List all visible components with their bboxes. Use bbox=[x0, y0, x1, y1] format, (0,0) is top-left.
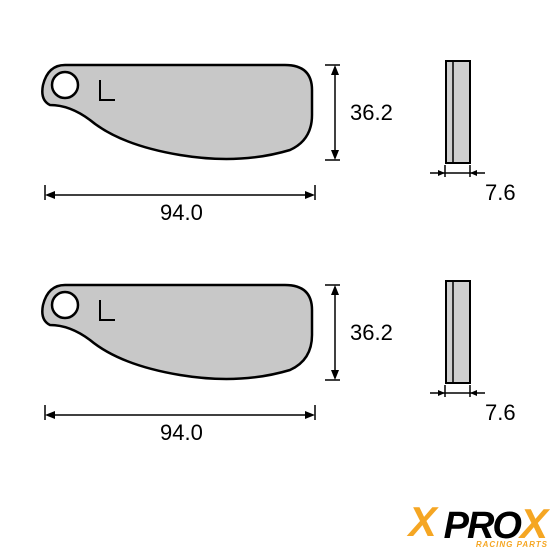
thick-label-top: 7.6 bbox=[485, 180, 516, 206]
thick-label-bottom: 7.6 bbox=[485, 400, 516, 426]
side-view-bottom bbox=[445, 280, 471, 384]
brake-pad-bottom bbox=[40, 280, 310, 380]
dim-thick-top: 7.6 bbox=[430, 165, 490, 200]
side-view-top bbox=[445, 60, 471, 164]
prox-logo: X PROX RACING PARTS bbox=[444, 500, 548, 552]
height-label-bottom: 36.2 bbox=[350, 320, 393, 346]
width-label-bottom: 94.0 bbox=[160, 420, 203, 446]
dim-thick-bottom: 7.6 bbox=[430, 385, 490, 420]
logo-x-icon: X bbox=[409, 498, 437, 546]
height-label-top: 36.2 bbox=[350, 100, 393, 126]
dim-height-bottom: 36.2 bbox=[325, 280, 360, 395]
dim-width-top: 94.0 bbox=[40, 185, 320, 225]
width-label-top: 94.0 bbox=[160, 200, 203, 226]
dim-height-top: 36.2 bbox=[325, 60, 360, 175]
brake-pad-top bbox=[40, 60, 310, 160]
dim-width-bottom: 94.0 bbox=[40, 405, 320, 445]
